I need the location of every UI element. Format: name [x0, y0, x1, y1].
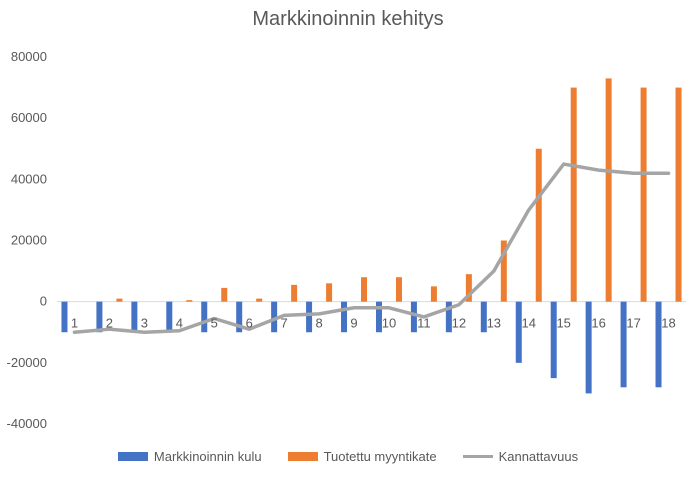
bar-tuotettu-myyntikate	[361, 277, 368, 302]
x-tick-label: 14	[522, 316, 536, 331]
bar-markkinoinnin-kulu	[236, 301, 243, 333]
x-tick-label: 17	[626, 316, 640, 331]
bar-tuotettu-myyntikate	[640, 87, 647, 302]
bar-tuotettu-myyntikate	[675, 87, 682, 302]
line-kannattavuus	[72, 162, 671, 334]
legend-swatch	[462, 455, 493, 458]
bar-markkinoinnin-kulu	[306, 301, 313, 333]
bar-markkinoinnin-kulu	[166, 301, 173, 333]
bar-tuotettu-myyntikate	[186, 300, 193, 302]
y-tick-label: 80000	[11, 49, 47, 64]
chart-title: Markkinoinnin kehitys	[252, 8, 444, 30]
bar-markkinoinnin-kulu	[585, 301, 592, 394]
bar-tuotettu-myyntikate	[430, 286, 437, 302]
legend: Markkinoinnin kulu Tuotettu myyntikate Kan…	[0, 449, 696, 464]
x-tick-label: 15	[556, 316, 570, 331]
bar-markkinoinnin-kulu	[620, 301, 627, 388]
bars-group	[61, 78, 682, 394]
bar-tuotettu-myyntikate	[326, 283, 333, 302]
x-tick-label: 8	[315, 316, 322, 331]
x-tick-label: 10	[382, 316, 396, 331]
bar-tuotettu-myyntikate	[500, 240, 507, 302]
bar-markkinoinnin-kulu	[271, 301, 278, 333]
y-tick-label: 40000	[11, 171, 47, 186]
bar-tuotettu-myyntikate	[570, 87, 577, 302]
y-tick-label: -40000	[7, 416, 47, 431]
y-axis: 80000 60000 40000 20000 0 -20000 -40000	[7, 49, 47, 431]
bar-tuotettu-myyntikate	[395, 277, 402, 302]
x-tick-label: 18	[661, 316, 675, 331]
bar-tuotettu-myyntikate	[465, 274, 472, 302]
legend-label: Kannattavuus	[498, 449, 579, 464]
x-tick-label: 5	[211, 316, 218, 331]
y-tick-label: 20000	[11, 233, 47, 248]
bar-markkinoinnin-kulu	[445, 301, 452, 333]
bar-tuotettu-myyntikate	[256, 298, 263, 302]
legend-swatch	[117, 452, 148, 461]
x-tick-label: 2	[106, 316, 113, 331]
x-tick-label: 13	[487, 316, 501, 331]
bar-tuotettu-myyntikate	[221, 287, 228, 302]
bar-markkinoinnin-kulu	[96, 301, 103, 333]
x-tick-label: 16	[591, 316, 605, 331]
bar-markkinoinnin-kulu	[201, 301, 208, 333]
x-tick-label: 12	[452, 316, 466, 331]
x-tick-label: 6	[246, 316, 253, 331]
bar-tuotettu-myyntikate	[116, 298, 123, 302]
bar-markkinoinnin-kulu	[375, 301, 382, 333]
bar-tuotettu-myyntikate	[605, 78, 612, 302]
bar-markkinoinnin-kulu	[655, 301, 662, 388]
y-tick-label: -20000	[7, 355, 47, 370]
legend-item: Markkinoinnin kulu	[117, 449, 262, 464]
legend-item: Tuotettu myyntikate	[287, 449, 437, 464]
bar-markkinoinnin-kulu	[341, 301, 348, 333]
bar-markkinoinnin-kulu	[410, 301, 417, 333]
bar-markkinoinnin-kulu	[480, 301, 487, 333]
legend-label: Markkinoinnin kulu	[153, 449, 262, 464]
legend-swatch	[287, 452, 318, 461]
x-axis: 1 2 3 4 5 6 7 8 9 10 11 12 13 14 15 16 17 18	[71, 316, 676, 331]
x-tick-label: 3	[141, 316, 148, 331]
legend-item: Kannattavuus	[462, 449, 579, 464]
x-tick-label: 9	[350, 316, 357, 331]
x-tick-label: 4	[176, 316, 183, 331]
x-tick-label: 11	[417, 316, 431, 331]
bar-markkinoinnin-kulu	[550, 301, 557, 379]
bar-markkinoinnin-kulu	[515, 301, 522, 363]
bar-markkinoinnin-kulu	[61, 301, 68, 333]
x-tick-label: 1	[71, 316, 78, 331]
line-series-group	[72, 162, 671, 334]
bar-tuotettu-myyntikate	[535, 148, 542, 302]
y-tick-label: 0	[40, 294, 47, 309]
bar-markkinoinnin-kulu	[131, 301, 138, 333]
y-tick-label: 60000	[11, 110, 47, 125]
bar-tuotettu-myyntikate	[291, 284, 298, 302]
x-tick-label: 7	[281, 316, 288, 331]
legend-label: Tuotettu myyntikate	[323, 449, 437, 464]
